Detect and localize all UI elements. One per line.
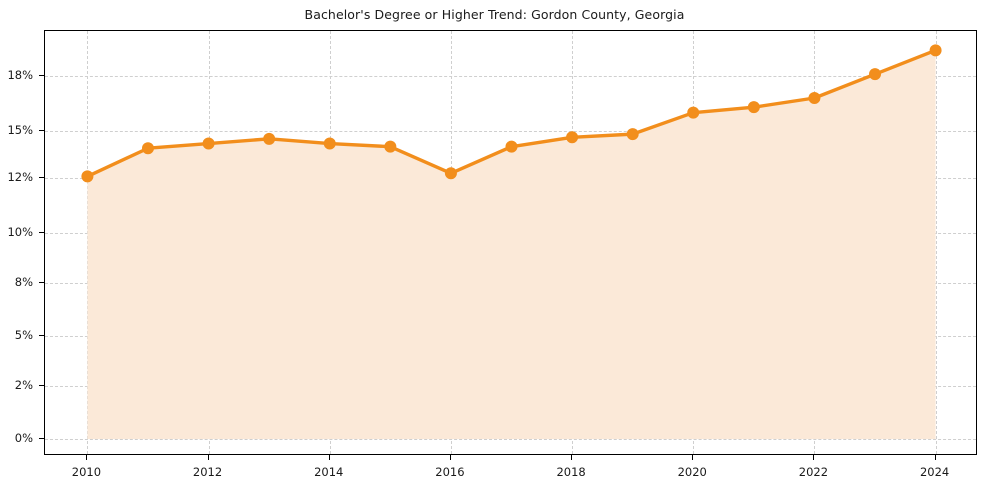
x-tick-mark (813, 455, 815, 460)
data-point-2018 (566, 131, 579, 144)
y-tick-mark (39, 130, 44, 131)
x-tick-mark (449, 455, 451, 460)
plot-inner (45, 31, 976, 454)
y-tick-mark (39, 282, 44, 283)
data-point-2022 (808, 92, 821, 104)
data-point-2014 (323, 137, 336, 150)
y-tick-mark (39, 232, 44, 233)
y-tick-mark (39, 335, 44, 336)
y-tick-mark (39, 177, 44, 178)
x-tick-mark (934, 455, 936, 460)
x-tick-label: 2018 (556, 465, 586, 479)
x-tick-label: 2024 (919, 465, 950, 479)
y-tick-label: 18% (7, 68, 33, 82)
data-point-markers (81, 44, 942, 183)
data-point-2024 (929, 44, 942, 57)
x-tick-label: 2016 (435, 465, 465, 479)
x-tick-label: 2014 (314, 465, 344, 479)
y-tick-label: 15% (7, 123, 33, 137)
series-area-line (81, 44, 942, 439)
y-tick-mark (39, 438, 44, 439)
gridline-y-18pct (45, 76, 976, 77)
data-point-2016 (444, 167, 457, 180)
x-tick-mark (571, 455, 573, 460)
data-point-2011 (141, 142, 154, 155)
data-point-2012 (202, 137, 215, 150)
data-point-2015 (384, 140, 397, 153)
gridline-y-0pct (45, 439, 976, 440)
data-point-2021 (747, 101, 760, 114)
y-tick-mark (39, 75, 44, 76)
y-tick-label: 2% (14, 378, 33, 392)
x-tick-mark (328, 455, 330, 460)
gridline-x-2024 (935, 31, 937, 454)
x-tick-mark (207, 455, 209, 460)
plot-area (44, 30, 977, 455)
x-tick-label: 2022 (798, 465, 829, 479)
chart-title: Bachelor's Degree or Higher Trend: Gordo… (304, 7, 685, 22)
y-tick-label: 12% (7, 170, 33, 184)
x-tick-mark (86, 455, 88, 460)
data-point-2023 (869, 68, 882, 81)
y-tick-label: 0% (14, 431, 33, 445)
y-tick-label: 5% (14, 328, 33, 342)
x-tick-mark (692, 455, 694, 460)
y-tick-label: 10% (7, 225, 33, 239)
data-point-2017 (505, 140, 518, 153)
area-fill (87, 50, 936, 439)
gridline-y-15pct (45, 131, 976, 132)
data-point-2013 (263, 132, 276, 145)
x-tick-label: 2010 (71, 465, 102, 479)
x-tick-label: 2012 (192, 465, 223, 479)
data-point-2010 (81, 170, 94, 183)
y-tick-label: 8% (14, 275, 33, 289)
y-tick-mark (39, 385, 44, 386)
data-point-2020 (687, 106, 700, 119)
x-tick-label: 2020 (677, 465, 707, 479)
data-point-2019 (626, 128, 639, 141)
